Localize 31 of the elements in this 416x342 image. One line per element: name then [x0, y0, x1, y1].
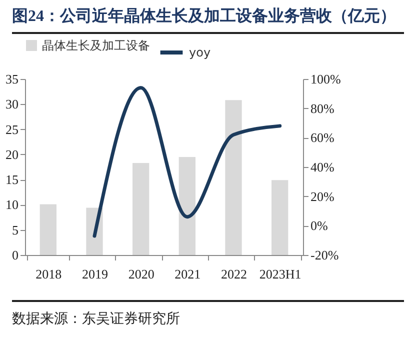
y-tick-label: 25 [6, 122, 18, 137]
bar [132, 162, 150, 255]
y2-tick-label: 100% [310, 72, 341, 86]
legend-label: yoy [189, 46, 211, 60]
y2-tick-label: 60% [310, 130, 334, 146]
x-tick-label: 2023H1 [259, 266, 302, 282]
x-tick-label: 2021 [174, 266, 201, 282]
x-tick-label: 2020 [128, 266, 154, 282]
y-tick-label: 35 [6, 72, 18, 86]
y2-tick-label: 80% [310, 100, 334, 116]
y-tick-label: 5 [12, 222, 18, 238]
y2-tick-label: 0% [310, 218, 328, 234]
source-note: 数据来源：东吴证券研究所 [12, 300, 404, 328]
x-tick-label: 2019 [82, 266, 108, 282]
bar [225, 100, 242, 255]
bar [271, 180, 288, 255]
y-tick-label: 15 [6, 172, 18, 188]
line-series [92, 86, 282, 238]
bar [178, 156, 196, 255]
y-tick-label: 20 [6, 146, 18, 162]
y2-tick-label: 20% [310, 188, 334, 204]
x-tick-label: 2018 [36, 266, 62, 282]
y2-tick-label: -20% [310, 248, 339, 262]
y-tick-label: 0 [12, 248, 18, 262]
y-tick-label: 30 [6, 96, 18, 112]
y-tick-label: 10 [6, 197, 18, 212]
legend-label: 晶体生长及加工设备 [42, 38, 150, 52]
bar [40, 204, 57, 255]
y2-tick-label: 40% [310, 160, 334, 174]
x-tick-label: 2022 [221, 266, 247, 282]
chart-title: 图24：公司近年晶体生长及加工设备业务营收（亿元） [12, 6, 404, 34]
